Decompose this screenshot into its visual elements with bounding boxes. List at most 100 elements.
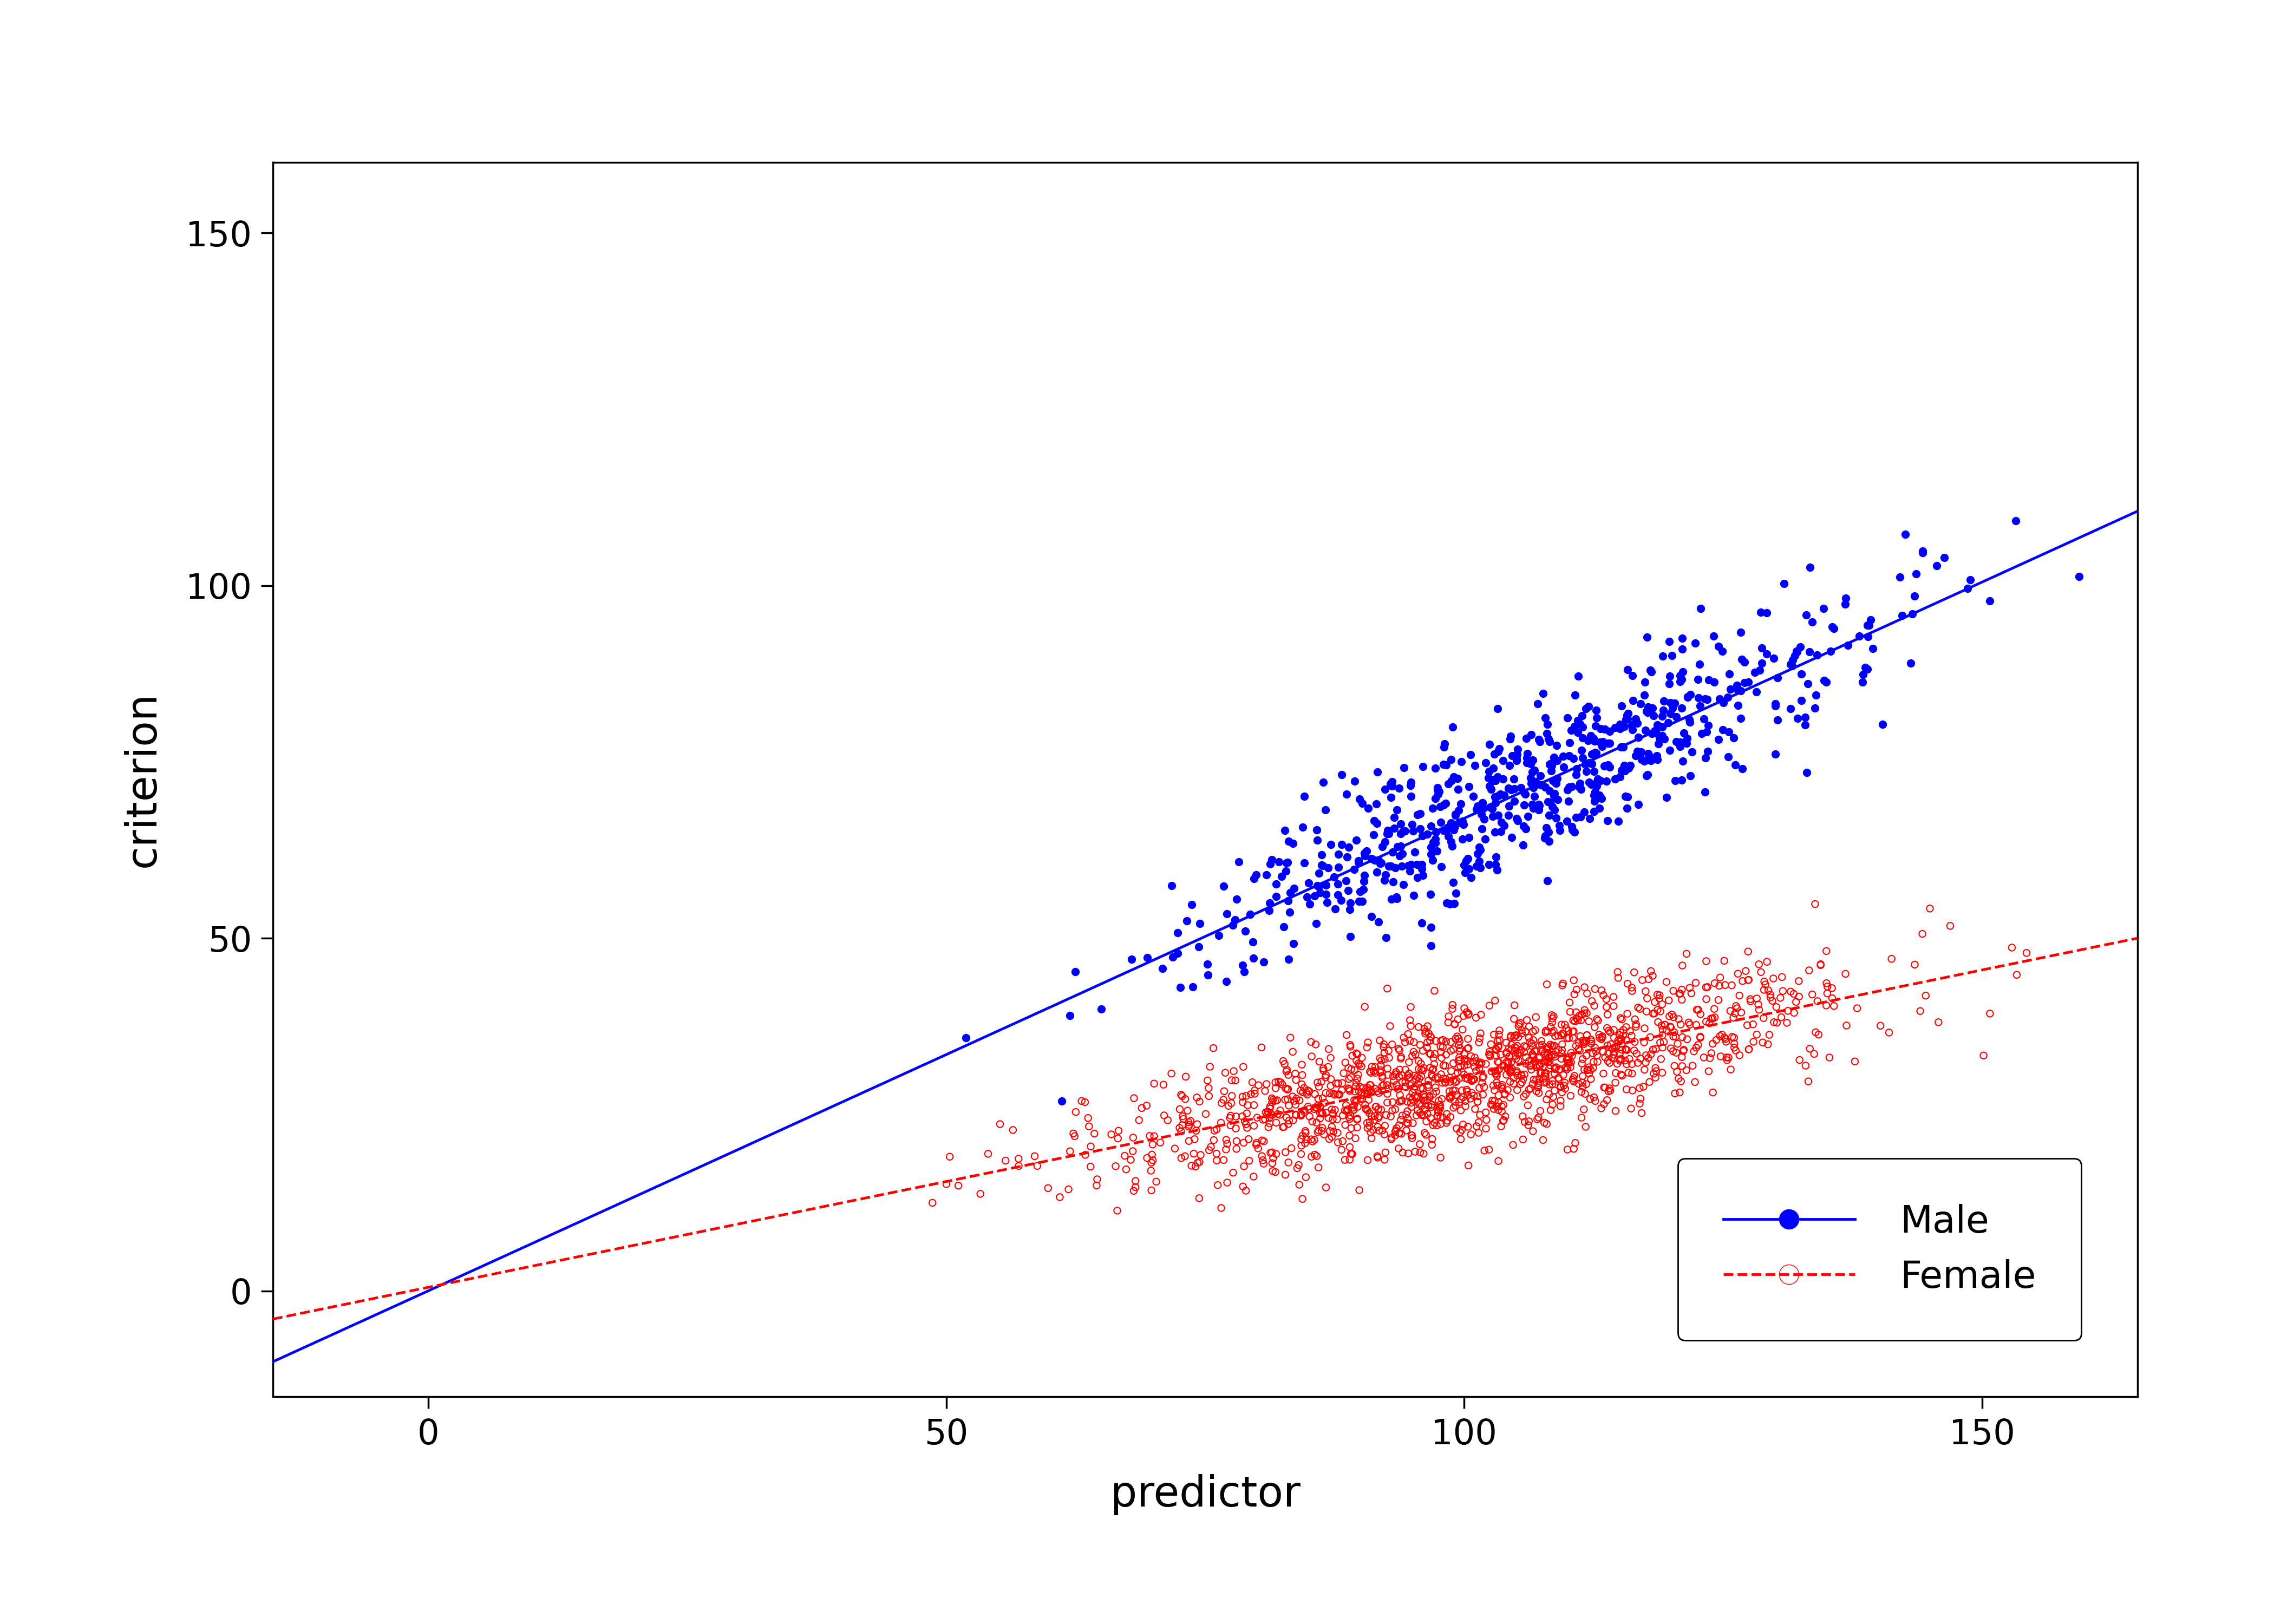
Point (1474, 1091, 1510, 1117)
Point (1649, 784, 1685, 810)
Point (1580, 1021, 1617, 1047)
Point (1283, 1132, 1319, 1158)
Point (1455, 783, 1492, 809)
Point (1367, 828, 1403, 854)
Point (1321, 1082, 1358, 1108)
Point (1587, 754, 1624, 780)
Point (1444, 1017, 1480, 1043)
Point (1414, 848, 1451, 874)
Point (1592, 1075, 1628, 1101)
Point (1394, 1095, 1430, 1121)
Point (1710, 744, 1746, 770)
Point (1731, 1036, 1767, 1062)
Point (1494, 1036, 1530, 1062)
Point (1535, 1004, 1571, 1030)
Point (1580, 783, 1617, 809)
Point (1489, 1051, 1526, 1077)
Point (1426, 734, 1462, 760)
Point (1471, 1041, 1508, 1067)
Point (1228, 1101, 1264, 1127)
Point (1549, 1047, 1585, 1073)
Point (1426, 1069, 1462, 1095)
Point (1740, 992, 1776, 1018)
Point (1460, 841, 1496, 867)
Point (1449, 1078, 1485, 1104)
Point (1162, 974, 1198, 1000)
Point (1205, 1147, 1242, 1173)
Point (1555, 745, 1592, 771)
Point (1474, 1091, 1510, 1117)
Point (1483, 809, 1519, 835)
Point (1753, 984, 1790, 1010)
Point (1205, 1078, 1242, 1104)
Point (1728, 1012, 1765, 1038)
Point (1492, 752, 1528, 778)
Point (1164, 1083, 1201, 1109)
Point (1585, 1023, 1621, 1049)
Point (1478, 1059, 1514, 1085)
Point (1569, 1021, 1605, 1047)
Point (1433, 747, 1469, 773)
Point (1458, 796, 1494, 822)
Point (1608, 758, 1644, 784)
Point (1462, 836, 1499, 862)
Point (1178, 1153, 1214, 1179)
Point (1512, 1052, 1549, 1078)
Point (1567, 1057, 1603, 1083)
Point (1696, 970, 1733, 996)
Point (1414, 1125, 1451, 1151)
Point (1426, 1052, 1462, 1078)
Point (1414, 1132, 1451, 1158)
Point (1317, 896, 1353, 922)
Point (1762, 984, 1799, 1010)
Point (1192, 1075, 1228, 1101)
Point (1533, 1013, 1569, 1039)
Point (1401, 1047, 1437, 1073)
Point (1658, 703, 1694, 729)
Point (1671, 974, 1708, 1000)
Point (1514, 758, 1551, 784)
Point (1505, 1039, 1542, 1065)
Point (1578, 773, 1615, 799)
Point (1594, 1044, 1630, 1070)
Point (1567, 752, 1603, 778)
Point (1428, 1109, 1464, 1135)
Point (2138, 965, 2174, 991)
Point (1226, 1174, 1262, 1200)
Point (994, 1117, 1030, 1143)
Point (1308, 1062, 1344, 1088)
Point (1644, 1012, 1680, 1038)
Point (1651, 690, 1687, 716)
Point (1535, 1005, 1571, 1031)
Point (1335, 1093, 1371, 1119)
Point (1367, 1039, 1403, 1065)
Point (1437, 1069, 1474, 1095)
Point (1298, 911, 1335, 937)
Point (1580, 729, 1617, 755)
X-axis label: predictor: predictor (1110, 1475, 1301, 1515)
Point (1590, 1086, 1626, 1112)
Point (1449, 1077, 1485, 1103)
Point (1460, 1109, 1496, 1135)
Point (1337, 1070, 1373, 1096)
Point (1207, 968, 1244, 994)
Point (1665, 1038, 1701, 1064)
Point (1480, 736, 1517, 762)
Point (1421, 1091, 1458, 1117)
Point (1333, 1140, 1369, 1166)
Point (1442, 1044, 1478, 1070)
Point (1433, 1104, 1469, 1130)
Point (1435, 833, 1471, 859)
Point (1503, 1036, 1539, 1062)
Point (1569, 728, 1605, 754)
Point (1476, 1077, 1512, 1103)
Point (1644, 697, 1680, 723)
Point (1528, 1060, 1565, 1086)
Point (1703, 1021, 1740, 1047)
Point (1494, 1031, 1530, 1057)
Point (1073, 1153, 1110, 1179)
Point (1476, 987, 1512, 1013)
Point (1114, 1124, 1151, 1150)
Point (1392, 1007, 1428, 1033)
Point (1339, 1065, 1376, 1091)
